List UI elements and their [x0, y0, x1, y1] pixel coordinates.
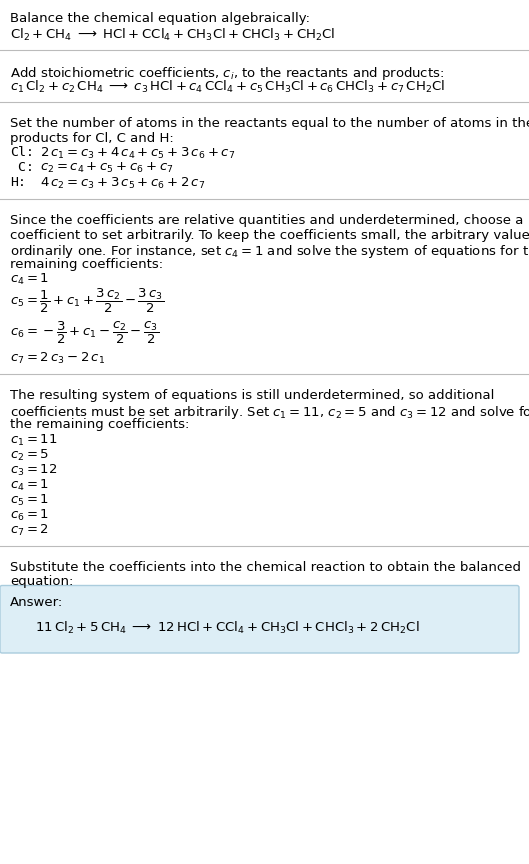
Text: $c_4 = 1$: $c_4 = 1$ — [10, 478, 49, 492]
Text: $c_6 = 1$: $c_6 = 1$ — [10, 508, 49, 523]
Text: $c_4 = 1$: $c_4 = 1$ — [10, 272, 49, 288]
Text: Balance the chemical equation algebraically:: Balance the chemical equation algebraica… — [10, 12, 310, 25]
Text: Answer:: Answer: — [10, 595, 63, 608]
FancyBboxPatch shape — [0, 586, 519, 653]
Text: ordinarily one. For instance, set $c_4 = 1$ and solve the system of equations fo: ordinarily one. For instance, set $c_4 =… — [10, 243, 529, 260]
Text: Since the coefficients are relative quantities and underdetermined, choose a: Since the coefficients are relative quan… — [10, 214, 523, 227]
Text: $c_7 = 2\,c_3 - 2\,c_1$: $c_7 = 2\,c_3 - 2\,c_1$ — [10, 352, 105, 366]
Text: $c_1\,\mathrm{Cl_2} + c_2\,\mathrm{CH_4} \;\longrightarrow\; c_3\,\mathrm{HCl} +: $c_1\,\mathrm{Cl_2} + c_2\,\mathrm{CH_4}… — [10, 79, 445, 95]
Text: Cl:: Cl: — [10, 146, 34, 159]
Text: products for Cl, C and H:: products for Cl, C and H: — [10, 131, 174, 144]
Text: $c_1 = 11$: $c_1 = 11$ — [10, 433, 58, 448]
Text: $c_5 = \dfrac{1}{2} + c_1 + \dfrac{3\,c_2}{2} - \dfrac{3\,c_3}{2}$: $c_5 = \dfrac{1}{2} + c_1 + \dfrac{3\,c_… — [10, 287, 164, 315]
Text: $c_5 = 1$: $c_5 = 1$ — [10, 492, 49, 508]
Text: $c_6 = -\dfrac{3}{2} + c_1 - \dfrac{c_2}{2} - \dfrac{c_3}{2}$: $c_6 = -\dfrac{3}{2} + c_1 - \dfrac{c_2}… — [10, 320, 159, 346]
Text: $11\,\mathrm{Cl_2} + 5\,\mathrm{CH_4} \;\longrightarrow\; 12\,\mathrm{HCl} + \ma: $11\,\mathrm{Cl_2} + 5\,\mathrm{CH_4} \;… — [35, 619, 419, 636]
Text: $2\,c_1 = c_3 + 4\,c_4 + c_5 + 3\,c_6 + c_7$: $2\,c_1 = c_3 + 4\,c_4 + c_5 + 3\,c_6 + … — [40, 146, 235, 162]
Text: $\mathrm{Cl_2 + CH_4 \;\longrightarrow\; HCl + CCl_4 + CH_3Cl + CHCl_3 + CH_2Cl}: $\mathrm{Cl_2 + CH_4 \;\longrightarrow\;… — [10, 27, 335, 43]
Text: $4\,c_2 = c_3 + 3\,c_5 + c_6 + 2\,c_7$: $4\,c_2 = c_3 + 3\,c_5 + c_6 + 2\,c_7$ — [40, 176, 205, 191]
Text: Substitute the coefficients into the chemical reaction to obtain the balanced: Substitute the coefficients into the che… — [10, 561, 521, 574]
Text: H:: H: — [10, 176, 26, 189]
Text: coefficients must be set arbitrarily. Set $c_1 = 11$, $c_2 = 5$ and $c_3 = 12$ a: coefficients must be set arbitrarily. Se… — [10, 403, 529, 421]
Text: the remaining coefficients:: the remaining coefficients: — [10, 418, 189, 431]
Text: $c_2 = c_4 + c_5 + c_6 + c_7$: $c_2 = c_4 + c_5 + c_6 + c_7$ — [40, 162, 174, 175]
Text: Add stoichiometric coefficients, $c_i$, to the reactants and products:: Add stoichiometric coefficients, $c_i$, … — [10, 65, 444, 82]
Text: $c_2 = 5$: $c_2 = 5$ — [10, 448, 49, 463]
Text: equation:: equation: — [10, 575, 74, 588]
Text: $c_7 = 2$: $c_7 = 2$ — [10, 523, 49, 538]
Text: coefficient to set arbitrarily. To keep the coefficients small, the arbitrary va: coefficient to set arbitrarily. To keep … — [10, 229, 529, 242]
Text: $c_3 = 12$: $c_3 = 12$ — [10, 463, 57, 478]
Text: C:: C: — [10, 162, 34, 175]
Text: remaining coefficients:: remaining coefficients: — [10, 257, 163, 270]
Text: The resulting system of equations is still underdetermined, so additional: The resulting system of equations is sti… — [10, 389, 495, 402]
Text: Set the number of atoms in the reactants equal to the number of atoms in the: Set the number of atoms in the reactants… — [10, 118, 529, 130]
